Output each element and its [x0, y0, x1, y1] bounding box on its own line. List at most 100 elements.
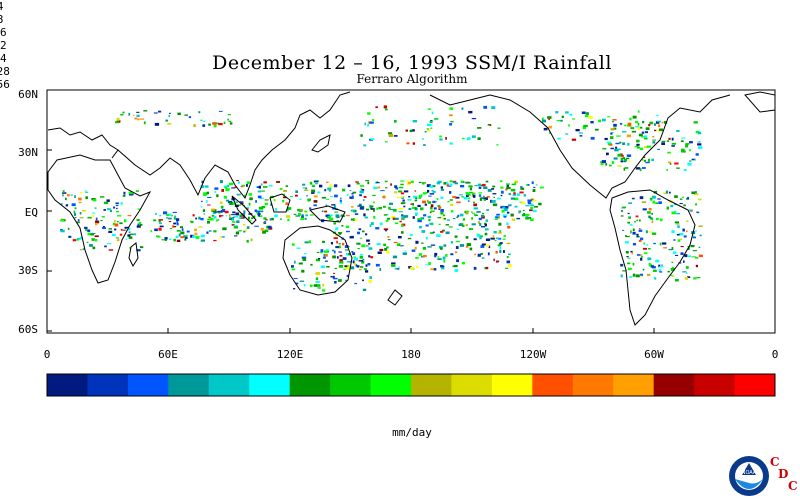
rain-cell	[359, 255, 364, 259]
colorbar-swatch	[694, 374, 736, 396]
logo-org-letter-2: D	[778, 467, 789, 481]
rain-cell	[355, 181, 359, 183]
rain-cell	[359, 185, 365, 187]
rain-cell	[685, 272, 688, 274]
rain-cell	[651, 220, 654, 223]
rain-cell	[330, 276, 333, 278]
rain-cell	[669, 191, 671, 194]
rain-cell	[503, 208, 508, 212]
rain-cell	[639, 219, 641, 222]
rain-cell	[176, 218, 180, 222]
rain-cell	[333, 237, 338, 239]
rain-cell	[95, 217, 98, 221]
rain-cell	[121, 229, 126, 231]
rain-cell	[346, 261, 351, 263]
rain-cell	[568, 124, 570, 127]
rain-cell	[257, 213, 260, 217]
rain-cell	[454, 269, 459, 272]
rain-cell	[379, 248, 384, 252]
rain-cell	[249, 197, 253, 201]
rain-cell	[621, 155, 624, 157]
rain-cell	[650, 265, 654, 268]
rain-cell	[538, 202, 542, 206]
rain-cell	[362, 230, 365, 233]
rain-cell	[313, 195, 318, 198]
rain-cell	[627, 212, 630, 215]
rain-cell	[374, 181, 378, 184]
rain-cell	[676, 234, 680, 236]
rain-cell	[639, 228, 641, 230]
colorbar-frame	[46, 373, 776, 397]
rain-cell	[176, 222, 179, 226]
rain-cell	[620, 157, 623, 161]
rain-cell	[116, 117, 120, 121]
rain-cell	[128, 191, 133, 195]
rain-cell	[403, 205, 406, 208]
rain-cell	[503, 235, 507, 237]
rain-cell	[679, 203, 683, 205]
rain-cell	[334, 205, 337, 209]
rain-cell	[622, 131, 627, 133]
rain-cell	[578, 132, 583, 134]
rain-cell	[645, 230, 648, 234]
rain-cell	[385, 141, 388, 143]
rain-cell	[525, 216, 529, 219]
rain-cell	[694, 191, 697, 194]
rain-cell	[326, 181, 329, 183]
rain-cell	[425, 236, 428, 240]
colorbar-tick-32: 32	[0, 39, 7, 52]
rain-cell	[229, 217, 232, 219]
rain-cell	[626, 154, 632, 157]
rain-cell	[282, 199, 285, 203]
rain-cell	[235, 212, 240, 216]
rain-cell	[473, 203, 477, 207]
rain-cell	[107, 208, 111, 211]
rain-cell	[394, 217, 399, 220]
rain-cell	[89, 244, 93, 247]
rain-cell	[87, 232, 91, 236]
rain-cell	[336, 256, 339, 259]
rain-cell	[493, 196, 495, 198]
rain-cell	[658, 269, 662, 272]
rain-cell	[208, 216, 211, 218]
rain-cell	[215, 219, 218, 222]
rain-cell	[443, 182, 447, 185]
rain-cell	[520, 187, 525, 190]
rain-cell	[694, 159, 696, 161]
rain-cell	[683, 169, 687, 172]
rain-cell	[415, 213, 417, 216]
rain-cell	[184, 114, 189, 116]
rain-cell	[440, 196, 444, 199]
rain-cell	[467, 200, 470, 202]
rain-cell	[420, 207, 424, 211]
rain-cell	[74, 207, 77, 210]
rain-cell	[642, 208, 647, 211]
rain-cell	[459, 213, 464, 217]
rain-cell	[243, 230, 246, 233]
rain-cell	[338, 232, 343, 234]
rain-cell	[445, 137, 447, 140]
rain-cell	[501, 209, 505, 213]
rain-cell	[312, 185, 316, 187]
rain-cell	[119, 222, 123, 225]
logo-org-letter-3: C	[788, 479, 798, 493]
rain-cell	[326, 266, 330, 268]
rain-cell	[668, 248, 673, 251]
rain-cell	[631, 197, 635, 200]
rain-cell	[422, 192, 427, 195]
rain-cell	[219, 215, 224, 217]
rain-cell	[279, 187, 283, 190]
rain-cell	[116, 207, 118, 210]
map-title: December 12 – 16, 1993 SSM/I Rainfall	[212, 52, 612, 74]
rain-cell	[285, 202, 288, 205]
rain-cell	[438, 208, 440, 210]
rain-cell	[408, 208, 412, 210]
rain-cell	[671, 275, 675, 277]
rain-cell	[640, 257, 643, 261]
rain-cell	[384, 247, 388, 251]
rain-cell	[330, 241, 333, 245]
colorbar-swatch	[289, 374, 331, 396]
rain-cell	[582, 126, 586, 130]
rain-cell	[248, 216, 250, 220]
